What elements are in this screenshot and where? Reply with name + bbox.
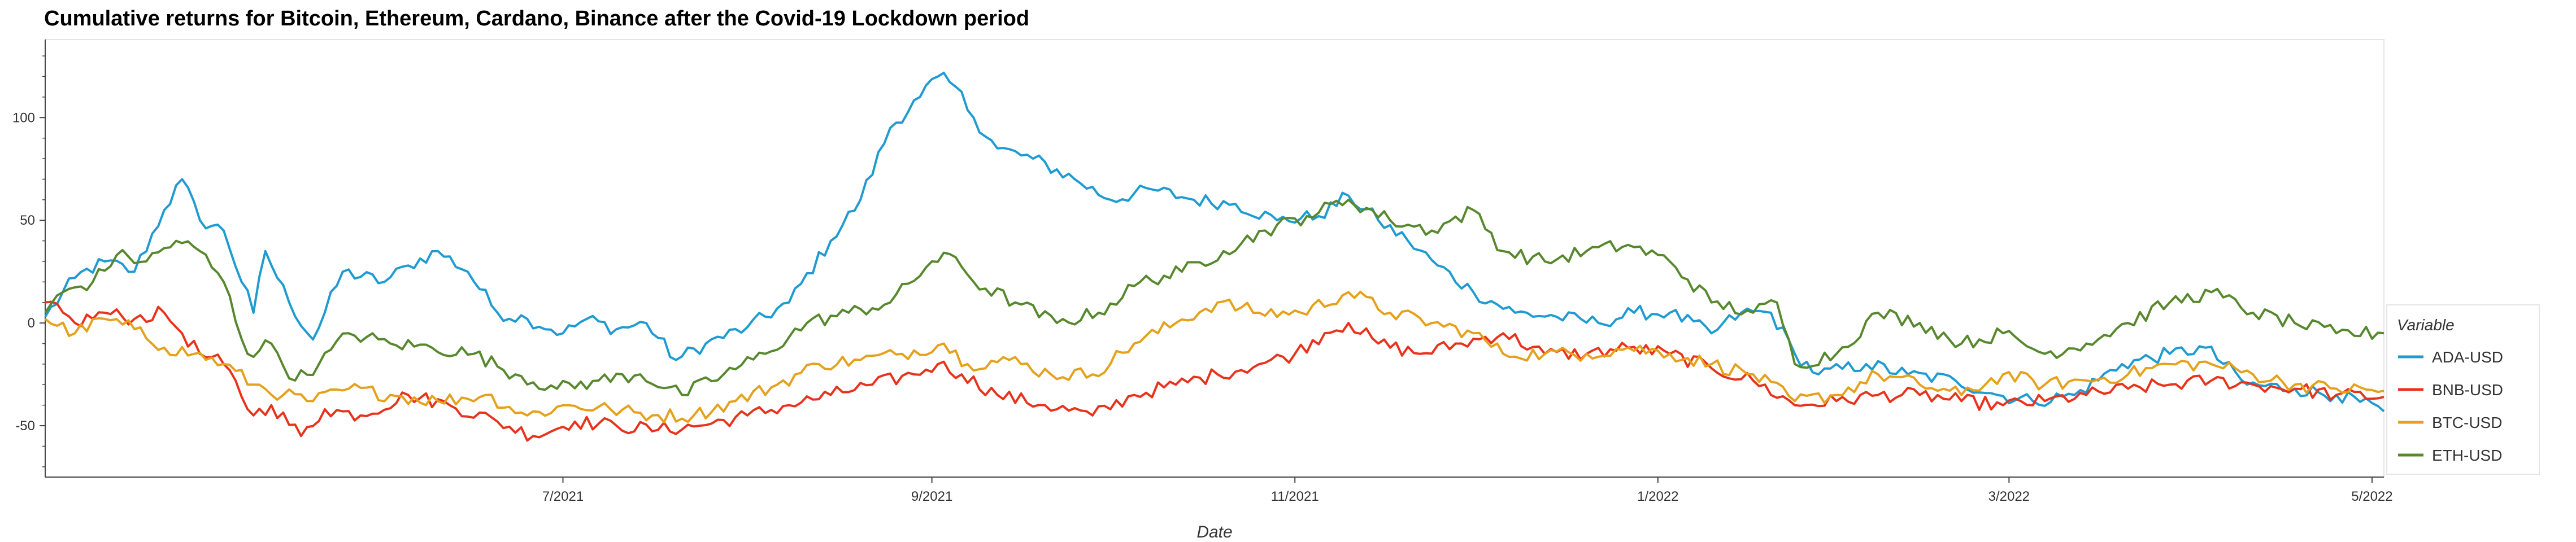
series-layer bbox=[44, 71, 2385, 442]
x-tick-label: 1/2022 bbox=[1637, 489, 1678, 504]
y-axis: -50 0 50 100 bbox=[12, 40, 46, 477]
legend: Variable ADA-USD BNB-USD BTC-USD ETH-USD bbox=[2386, 304, 2540, 475]
x-axis-title: Date bbox=[1196, 523, 1232, 541]
x-tick-label: 3/2022 bbox=[1988, 489, 2030, 504]
y-tick-label: 50 bbox=[20, 213, 35, 228]
x-tick-label: 9/2021 bbox=[911, 489, 952, 504]
y-tick-label: 0 bbox=[28, 316, 35, 331]
series-line-bnb-usd bbox=[45, 300, 2384, 442]
x-tick-label: 5/2022 bbox=[2351, 489, 2392, 504]
plot-area bbox=[45, 39, 2384, 478]
legend-label: BNB-USD bbox=[2432, 381, 2503, 399]
series-line-btc-usd bbox=[44, 290, 2384, 423]
legend-label: BTC-USD bbox=[2432, 414, 2502, 431]
series-line-ada-usd bbox=[44, 71, 2385, 413]
y-tick-label: -50 bbox=[15, 418, 35, 434]
x-tick-label: 7/2021 bbox=[542, 489, 584, 504]
series-line-eth-usd bbox=[44, 198, 2384, 396]
chart-title: Cumulative returns for Bitcoin, Ethereum… bbox=[44, 7, 1030, 30]
legend-title: Variable bbox=[2397, 316, 2455, 334]
y-tick-label: 100 bbox=[12, 110, 35, 125]
legend-label: ADA-USD bbox=[2432, 348, 2503, 366]
legend-label: ETH-USD bbox=[2432, 447, 2502, 464]
x-tick-label: 11/2021 bbox=[1271, 489, 1319, 504]
x-axis: 7/2021 9/2021 11/2021 1/2022 3/2022 5/2022 bbox=[45, 477, 2393, 504]
